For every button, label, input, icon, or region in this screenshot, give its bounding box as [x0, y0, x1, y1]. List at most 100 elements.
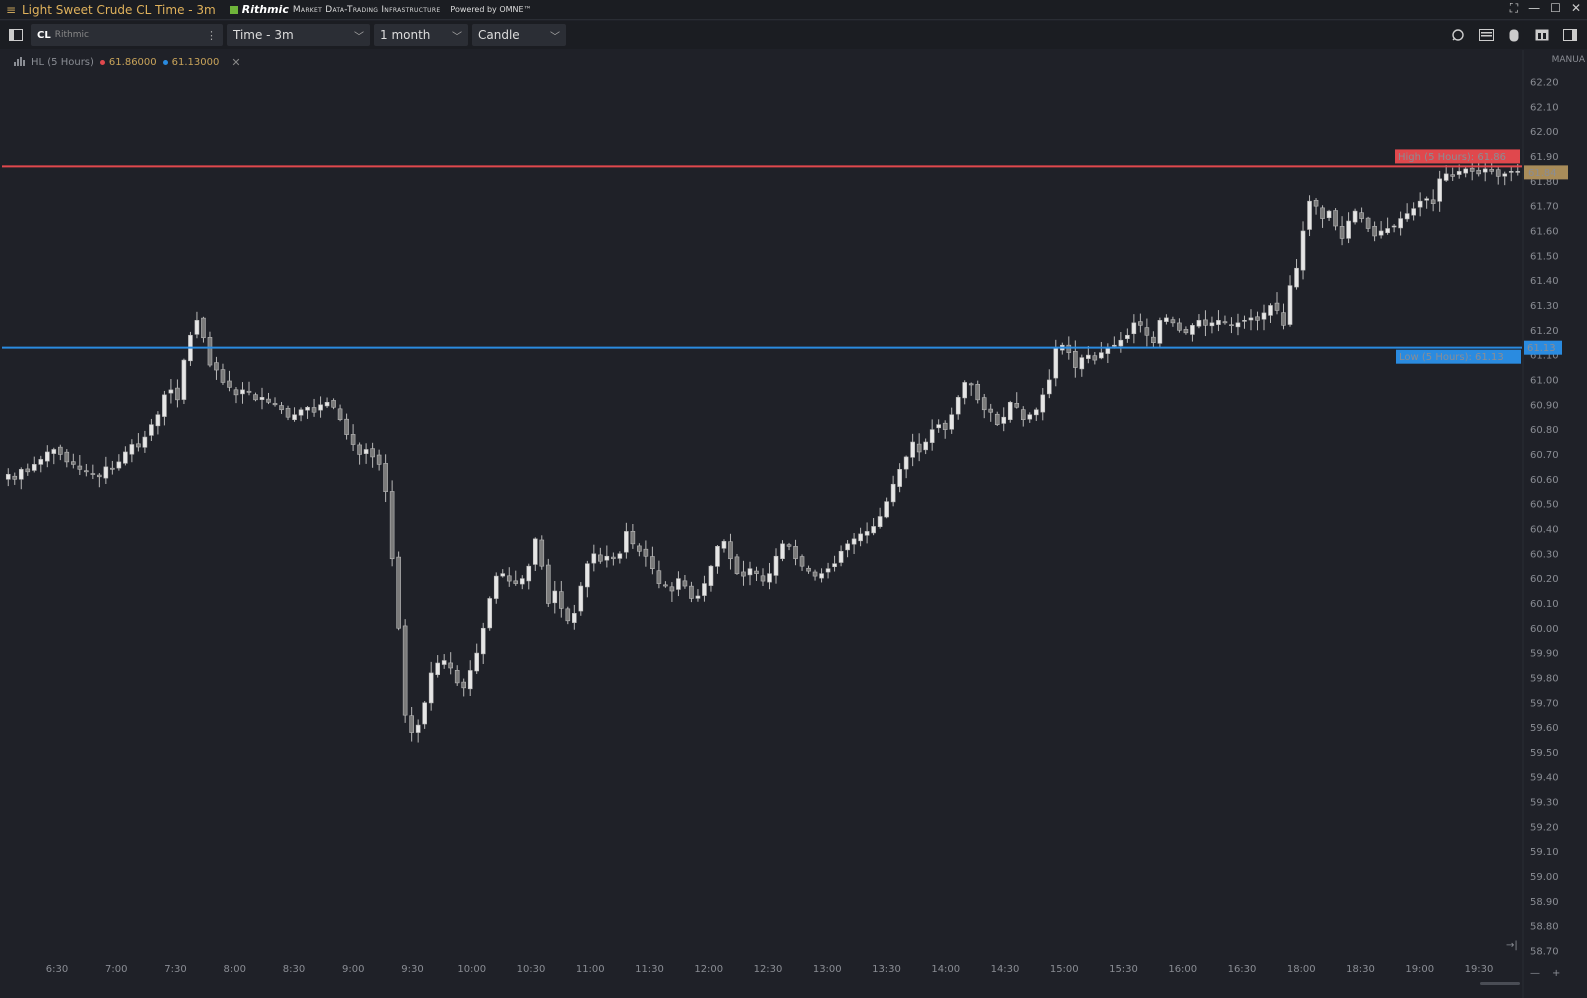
- candle-body[interactable]: [1274, 302, 1280, 311]
- candle-body[interactable]: [1248, 317, 1254, 321]
- candle-body[interactable]: [611, 556, 616, 560]
- candle-body[interactable]: [474, 652, 480, 672]
- candle-body[interactable]: [506, 575, 512, 582]
- candle-body[interactable]: [572, 613, 577, 623]
- candle-body[interactable]: [1151, 336, 1156, 344]
- timeframe-dropdown[interactable]: Time - 3m ﹀: [227, 24, 370, 46]
- candle-body[interactable]: [1086, 354, 1091, 359]
- candle-body[interactable]: [493, 575, 499, 599]
- candle-body[interactable]: [760, 575, 766, 582]
- candle-body[interactable]: [220, 369, 226, 383]
- candle-body[interactable]: [1482, 168, 1488, 173]
- minimize-icon[interactable]: —: [1528, 1, 1541, 15]
- candle-body[interactable]: [350, 434, 356, 445]
- candle-body[interactable]: [448, 662, 453, 669]
- candle-body[interactable]: [994, 413, 1000, 425]
- candle-body[interactable]: [266, 398, 271, 403]
- candle-body[interactable]: [799, 556, 805, 567]
- candle-body[interactable]: [1404, 213, 1410, 220]
- candle-body[interactable]: [1203, 319, 1208, 326]
- indicator-icon[interactable]: [14, 56, 25, 69]
- candle-body[interactable]: [1300, 230, 1306, 271]
- candle-body[interactable]: [1014, 403, 1020, 408]
- remove-indicator-icon[interactable]: ✕: [231, 56, 241, 69]
- candle-body[interactable]: [786, 544, 792, 547]
- candle-body[interactable]: [298, 409, 304, 416]
- candle-body[interactable]: [988, 408, 994, 413]
- candle-body[interactable]: [1443, 173, 1449, 181]
- candle-body[interactable]: [1066, 344, 1072, 353]
- candle-body[interactable]: [103, 466, 109, 479]
- candle-body[interactable]: [149, 424, 154, 436]
- candle-body[interactable]: [1502, 173, 1508, 177]
- candle-body[interactable]: [227, 380, 232, 388]
- candle-body[interactable]: [12, 475, 18, 480]
- candle-body[interactable]: [591, 553, 597, 564]
- candle-body[interactable]: [1112, 344, 1117, 347]
- candle-body[interactable]: [389, 491, 395, 560]
- candle-body[interactable]: [1131, 322, 1137, 335]
- candle-body[interactable]: [38, 459, 44, 465]
- candle-body[interactable]: [90, 473, 96, 475]
- candle-body[interactable]: [25, 468, 31, 473]
- candle-body[interactable]: [1287, 285, 1293, 325]
- candle-body[interactable]: [324, 402, 330, 407]
- candle-body[interactable]: [682, 580, 688, 587]
- candle-body[interactable]: [272, 403, 278, 406]
- candle-body[interactable]: [233, 389, 239, 396]
- candle-body[interactable]: [1359, 212, 1364, 219]
- candle-body[interactable]: [578, 585, 584, 612]
- candle-body[interactable]: [851, 538, 857, 545]
- candle-body[interactable]: [845, 543, 850, 551]
- candle-body[interactable]: [194, 320, 200, 335]
- candle-body[interactable]: [1456, 171, 1462, 175]
- candle-body[interactable]: [136, 443, 141, 448]
- candle-body[interactable]: [877, 516, 883, 527]
- candle-body[interactable]: [1164, 317, 1169, 322]
- candle-body[interactable]: [747, 568, 753, 576]
- candle-body[interactable]: [435, 662, 440, 675]
- candle-body[interactable]: [1495, 169, 1501, 177]
- candle-body[interactable]: [559, 591, 564, 609]
- candle-body[interactable]: [916, 443, 922, 453]
- candle-body[interactable]: [871, 526, 876, 534]
- candle-body[interactable]: [1476, 169, 1482, 175]
- candle-body[interactable]: [454, 669, 460, 684]
- candle-body[interactable]: [402, 625, 408, 716]
- candle-body[interactable]: [565, 608, 571, 622]
- candle-body[interactable]: [1333, 210, 1338, 227]
- candle-body[interactable]: [962, 382, 967, 399]
- search-zoom-icon[interactable]: [1447, 24, 1469, 46]
- candle-body[interactable]: [734, 556, 740, 574]
- more-options-icon[interactable]: ⋮: [206, 28, 217, 42]
- candle-body[interactable]: [864, 531, 870, 536]
- candle-body[interactable]: [1326, 210, 1332, 219]
- candle-body[interactable]: [363, 449, 369, 454]
- candle-body[interactable]: [1320, 207, 1325, 219]
- mouse-icon[interactable]: [1503, 24, 1525, 46]
- candle-body[interactable]: [1281, 312, 1286, 326]
- candle-body[interactable]: [806, 567, 811, 572]
- candle-body[interactable]: [1099, 352, 1104, 359]
- candle-body[interactable]: [5, 474, 11, 480]
- candle-body[interactable]: [1294, 267, 1299, 288]
- candle-body[interactable]: [656, 570, 662, 584]
- candle-body[interactable]: [825, 568, 831, 573]
- candle-body[interactable]: [793, 546, 798, 560]
- candle-body[interactable]: [415, 724, 421, 733]
- candle-body[interactable]: [461, 681, 467, 689]
- candle-body[interactable]: [702, 583, 707, 596]
- candle-body[interactable]: [897, 469, 902, 487]
- candle-body[interactable]: [519, 578, 525, 585]
- candle-body[interactable]: [552, 590, 558, 604]
- candle-body[interactable]: [981, 397, 987, 411]
- candle-body[interactable]: [637, 545, 642, 552]
- candle-body[interactable]: [604, 555, 610, 561]
- candle-body[interactable]: [1430, 199, 1436, 204]
- maximize-icon[interactable]: ☐: [1550, 1, 1561, 15]
- candle-body[interactable]: [1365, 217, 1371, 229]
- candle-body[interactable]: [51, 449, 57, 454]
- candle-body[interactable]: [598, 554, 603, 562]
- candle-body[interactable]: [142, 436, 148, 448]
- candle-body[interactable]: [1216, 320, 1221, 325]
